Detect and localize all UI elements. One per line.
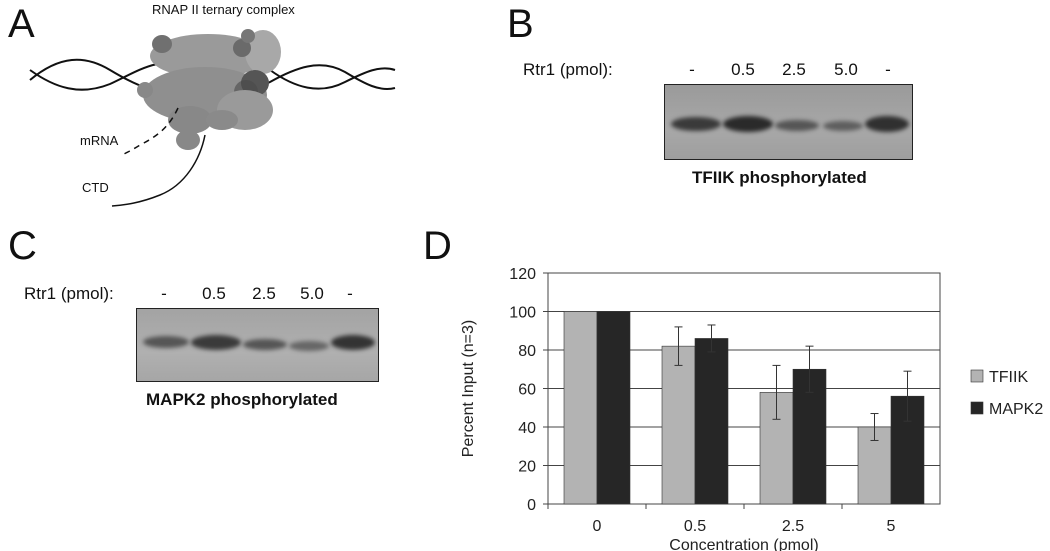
y-tick-label: 0: [527, 497, 536, 514]
panel-c-lane-3: 2.5: [252, 284, 276, 303]
rnap-ternary-complex-diagram: [29, 29, 396, 207]
panel-b-lane-2: 0.5: [731, 60, 755, 79]
legend-swatch-tfiik: [970, 369, 984, 383]
panel-c-letter: C: [8, 224, 37, 268]
panel-c-gel: [136, 308, 379, 382]
bar-tfiik-1: [661, 345, 696, 505]
panel-c-band-1: [143, 336, 189, 348]
panel-c-lane-1: -: [161, 284, 167, 303]
panel-c-caption: MAPK2 phosphorylated: [146, 390, 338, 409]
y-tick-label: 20: [518, 459, 536, 476]
x-tick-label: 2.5: [782, 518, 804, 535]
panel-a-letter: A: [8, 2, 35, 46]
legend-swatch-mapk2: [970, 401, 984, 415]
panel-c-band-4: [289, 341, 329, 351]
bar-tfiik-0: [563, 311, 598, 505]
y-tick-label: 100: [509, 305, 536, 322]
panel-c-lane-5: -: [347, 284, 353, 303]
panel-d-bar-chart: 0 20 40 60 80 100 120 Percent Input (n=3) 0 0.5 2.…: [460, 266, 1043, 551]
panel-b-band-4: [823, 121, 863, 131]
ctd-label: CTD: [82, 180, 109, 195]
panel-b-band-2: [723, 116, 773, 132]
panel-b-band-5: [865, 116, 909, 132]
panel-b-lane-1: -: [689, 60, 695, 79]
x-tick-label: 0: [593, 518, 602, 535]
panel-c-lane-2: 0.5: [202, 284, 226, 303]
legend-label-tfiik: TFIIK: [989, 369, 1028, 386]
panel-b-lane-5: -: [885, 60, 891, 79]
y-tick-label: 40: [518, 420, 536, 437]
panel-c-lane-4: 5.0: [300, 284, 324, 303]
panel-b-band-3: [775, 120, 819, 131]
bar-mapk2-1: [694, 338, 729, 505]
x-tick-label: 5: [887, 518, 896, 535]
panel-c-band-5: [331, 335, 375, 350]
panel-b-gel: [664, 84, 913, 160]
panel-c-row-label: Rtr1 (pmol):: [24, 284, 114, 303]
panel-b-caption: TFIIK phosphorylated: [692, 168, 867, 187]
panel-c-band-3: [243, 339, 287, 350]
panel-c-band-2: [191, 335, 241, 350]
y-tick-label: 80: [518, 343, 536, 360]
panel-b-row-label: Rtr1 (pmol):: [523, 60, 613, 79]
panel-d-letter: D: [423, 224, 452, 268]
y-tick-label: 60: [518, 382, 536, 399]
panel-b-letter: B: [507, 2, 534, 46]
panel-a-title: RNAP II ternary complex: [152, 2, 295, 17]
panel-b-lane-4: 5.0: [834, 60, 858, 79]
x-tick-label: 0.5: [684, 518, 706, 535]
legend-label-mapk2: MAPK2: [989, 401, 1043, 418]
mrna-label: mRNA: [80, 133, 119, 148]
x-axis-label: Concentration (pmol): [669, 537, 818, 551]
y-tick-label: 120: [509, 266, 536, 283]
panel-b-lane-3: 2.5: [782, 60, 806, 79]
bar-mapk2-0: [596, 311, 631, 505]
y-axis-label: Percent Input (n=3): [460, 320, 477, 457]
panel-b-band-1: [671, 117, 721, 131]
